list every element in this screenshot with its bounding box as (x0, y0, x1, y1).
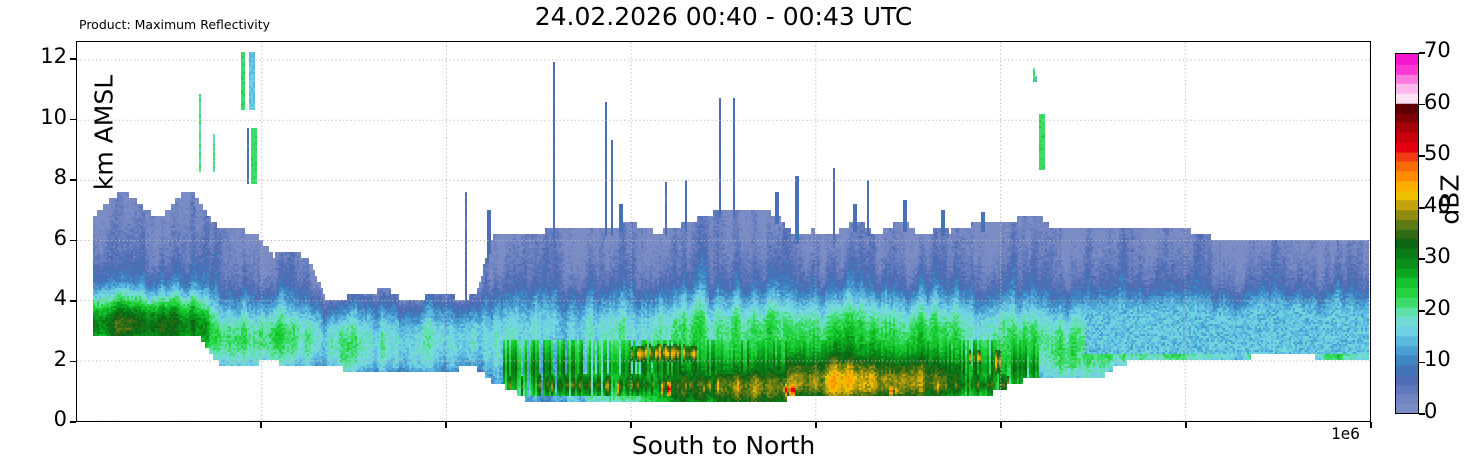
figure-title: 24.02.2026 00:40 - 00:43 UTC (534, 2, 913, 31)
colorbar-tick-mark (1419, 310, 1425, 312)
y-tick-mark (70, 179, 76, 181)
x-tick-mark (445, 422, 447, 428)
x-tick-mark (630, 422, 632, 428)
reflectivity-heatmap (77, 42, 1369, 420)
y-tick-mark (70, 300, 76, 302)
y-tick-label: 12 (40, 44, 67, 69)
colorbar-tick-label: 30 (1424, 244, 1451, 269)
colorbar-tick-mark (1419, 155, 1425, 157)
y-tick-mark (70, 58, 76, 60)
y-tick-mark (70, 239, 76, 242)
y-tick-mark (70, 360, 76, 363)
plot-area (76, 41, 1371, 422)
x-tick-mark (815, 422, 817, 428)
x-tick-mark (260, 422, 262, 428)
x-axis-label: South to North (631, 431, 816, 460)
y-tick-mark (70, 421, 76, 423)
colorbar-gradient (1396, 54, 1418, 413)
colorbar-tick-label: 20 (1424, 295, 1451, 320)
colorbar-tick-mark (1419, 206, 1425, 209)
x-axis-offset-text: 1e6 (1331, 424, 1360, 443)
heatmap-canvas-wrapper (77, 42, 1370, 421)
colorbar-tick-label: 10 (1424, 347, 1451, 372)
y-tick-label: 0 (53, 407, 67, 431)
y-tick-label: 8 (53, 165, 67, 190)
y-axis-label: km AMSL (89, 74, 119, 191)
colorbar-tick-mark (1419, 258, 1425, 261)
colorbar-tick-mark (1419, 103, 1425, 106)
colorbar-tick-label: 50 (1424, 141, 1451, 166)
x-tick-mark (1000, 422, 1002, 428)
x-tick-mark (1370, 422, 1372, 428)
colorbar-tick-label: 60 (1424, 89, 1451, 114)
colorbar (1395, 53, 1419, 414)
colorbar-tick-mark (1419, 413, 1425, 415)
x-tick-mark (1185, 422, 1187, 428)
colorbar-tick-mark (1419, 361, 1425, 364)
colorbar-tick-mark (1419, 52, 1425, 54)
colorbar-tick-label: 0 (1424, 399, 1438, 423)
product-label: Product: Maximum Reflectivity (79, 17, 271, 32)
y-tick-label: 10 (40, 104, 67, 129)
y-tick-label: 2 (53, 346, 67, 371)
y-tick-label: 6 (53, 225, 67, 250)
y-tick-label: 4 (53, 286, 67, 311)
colorbar-tick-label: 40 (1424, 192, 1451, 217)
colorbar-tick-label: 70 (1424, 38, 1451, 62)
y-tick-mark (70, 118, 76, 121)
